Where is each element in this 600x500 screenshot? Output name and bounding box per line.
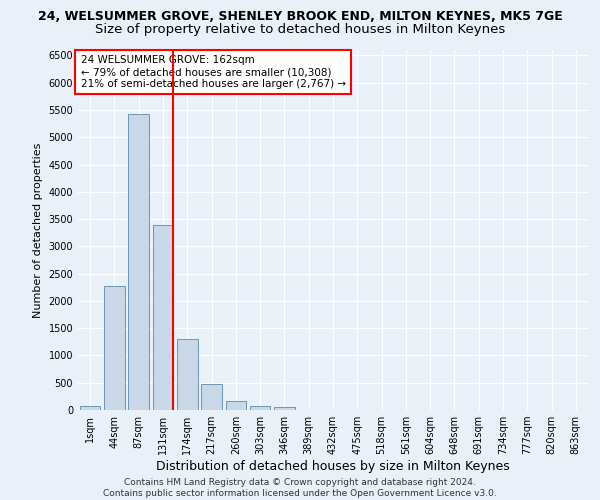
Text: Size of property relative to detached houses in Milton Keynes: Size of property relative to detached ho…	[95, 22, 505, 36]
Bar	[128, 114, 149, 410]
Y-axis label: Number of detached properties: Number of detached properties	[33, 142, 43, 318]
Text: 24 WELSUMMER GROVE: 162sqm
← 79% of detached houses are smaller (10,308)
21% of : 24 WELSUMMER GROVE: 162sqm ← 79% of deta…	[80, 56, 346, 88]
Bar	[177, 339, 197, 410]
Bar	[250, 406, 271, 410]
Text: Contains HM Land Registry data © Crown copyright and database right 2024.
Contai: Contains HM Land Registry data © Crown c…	[103, 478, 497, 498]
Text: 24, WELSUMMER GROVE, SHENLEY BROOK END, MILTON KEYNES, MK5 7GE: 24, WELSUMMER GROVE, SHENLEY BROOK END, …	[38, 10, 562, 23]
Bar	[152, 225, 173, 410]
Bar	[274, 407, 295, 410]
Bar	[80, 406, 100, 410]
Bar	[201, 384, 222, 410]
Bar	[104, 286, 125, 410]
Bar	[226, 402, 246, 410]
X-axis label: Distribution of detached houses by size in Milton Keynes: Distribution of detached houses by size …	[156, 460, 510, 473]
